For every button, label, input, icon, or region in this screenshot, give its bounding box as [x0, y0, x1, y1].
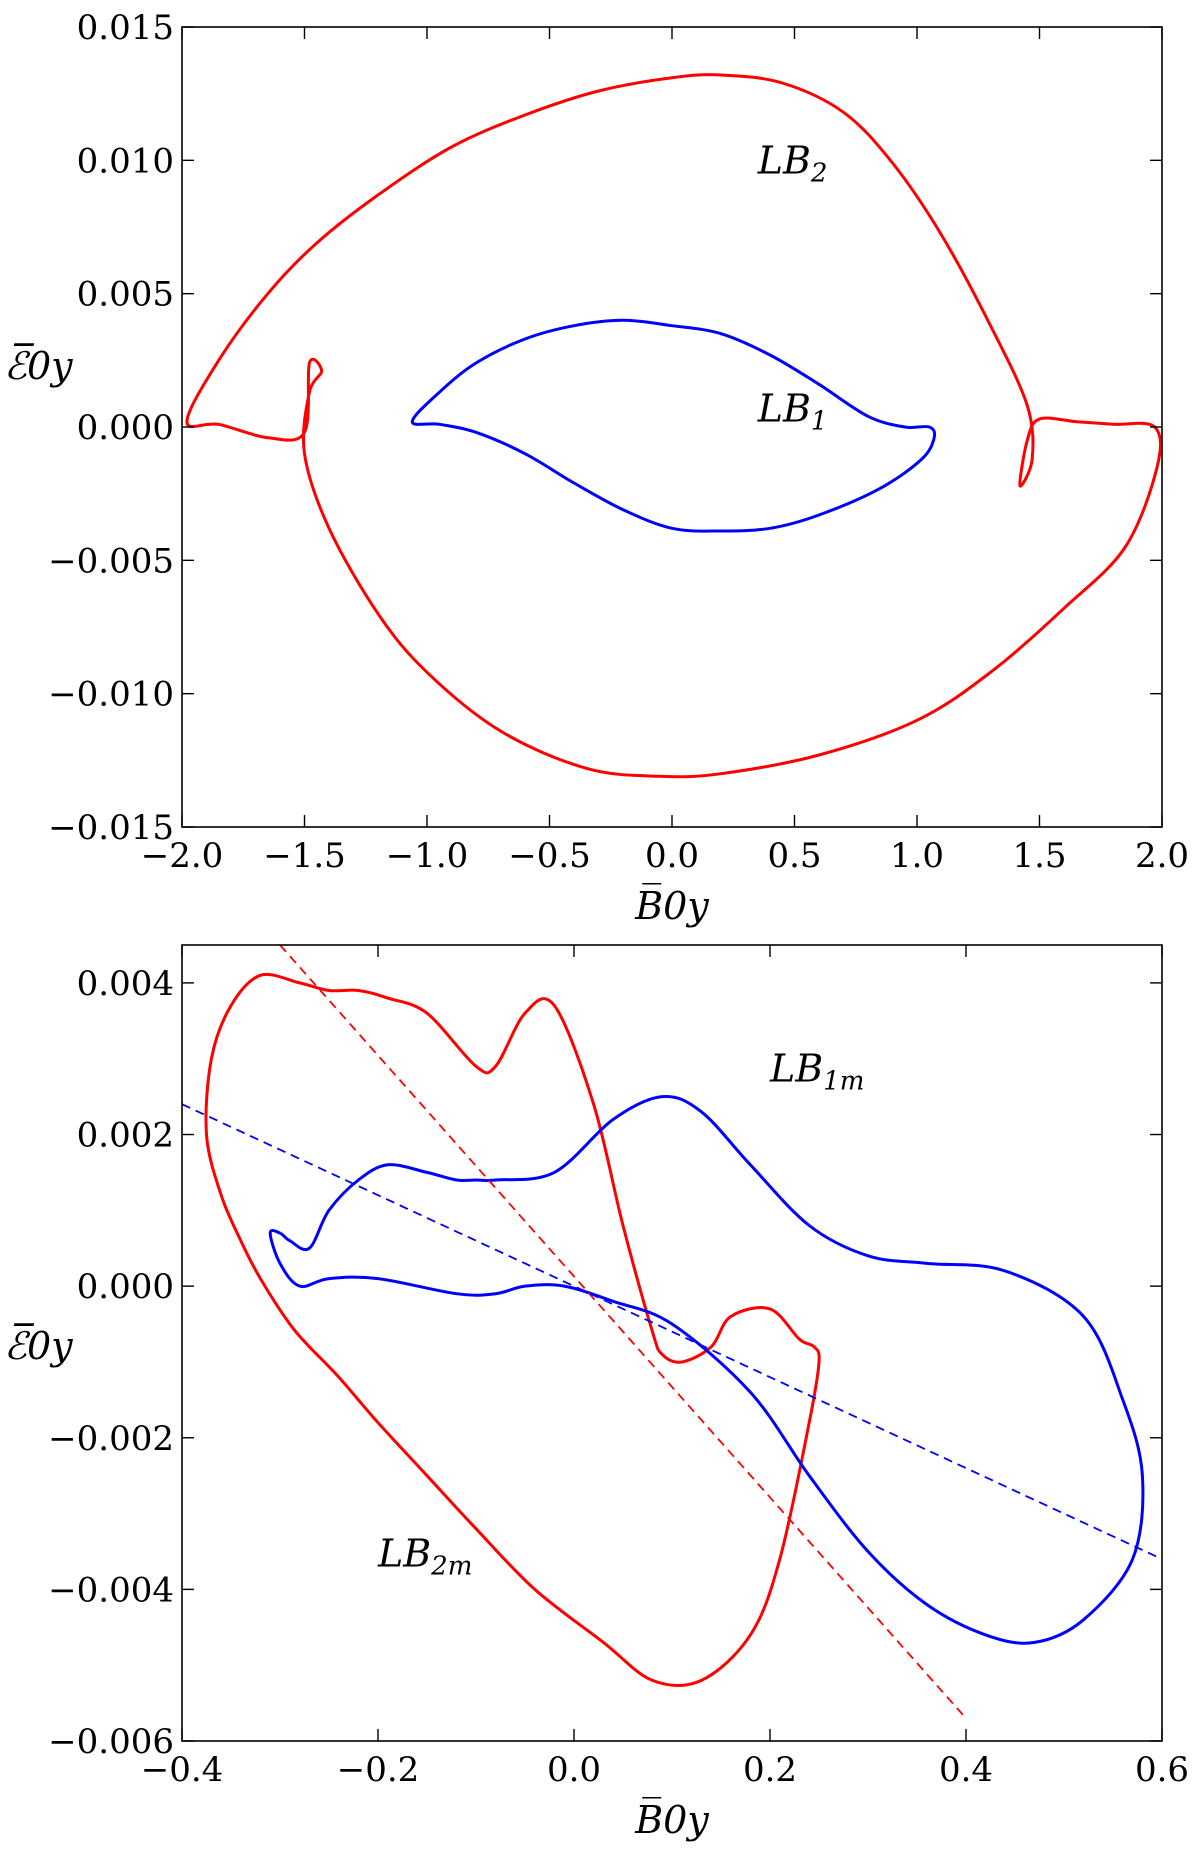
- x-tick-label: 0.4: [939, 1750, 993, 1790]
- top-x-axis-label: B̅0y: [634, 883, 709, 928]
- y-tick-label: −0.010: [48, 675, 174, 715]
- curve-annotation-lb2: LB2: [757, 139, 828, 189]
- x-tick-label: 0.6: [1135, 1750, 1189, 1790]
- y-tick-label: −0.002: [48, 1419, 174, 1459]
- top-plot-panel: −2.0 −1.5 −1.0 −0.5 0.0 0.5 1.0 1.5 2.0 0.015 0.01…: [4, 8, 1189, 928]
- bottom-plot-ticks: −0.4 −0.2 0.0 0.2 0.4 0.6 0.004 0.002 0.000 −0.00…: [48, 945, 1189, 1790]
- curve-red: [185, 73, 1162, 779]
- y-tick-label: −0.004: [48, 1570, 174, 1610]
- bottom-plot-frame: [181, 944, 1163, 1742]
- top-plot-curves: [185, 73, 1162, 779]
- x-tick-label: 1.5: [1012, 836, 1066, 876]
- y-tick-label: −0.015: [48, 808, 174, 848]
- bottom-x-axis-label: B̅0y: [634, 1797, 709, 1842]
- curve-annotation-lb1m: LB1m: [769, 1046, 864, 1096]
- y-tick-label: 0.005: [77, 275, 174, 315]
- y-tick-label: −0.006: [48, 1722, 174, 1762]
- y-tick-label: −0.005: [48, 541, 174, 581]
- top-plot-annotations: LB2 LB1: [757, 139, 828, 437]
- x-tick-label: 0.0: [645, 836, 699, 876]
- y-tick-label: 0.000: [77, 408, 174, 448]
- top-plot-frame: [181, 26, 1163, 828]
- dashed-line-red: [279, 945, 967, 1719]
- x-tick-label: 0.2: [743, 1750, 797, 1790]
- x-tick-label: 2.0: [1135, 836, 1189, 876]
- bottom-plot-panel: −0.4 −0.2 0.0 0.2 0.4 0.6 0.004 0.002 0.000 −0.00…: [4, 944, 1189, 1842]
- curve-red: [204, 972, 821, 1688]
- y-tick-label: 0.010: [77, 141, 174, 181]
- x-tick-label: −0.4: [141, 1750, 224, 1790]
- x-tick-label: −0.5: [508, 836, 591, 876]
- x-tick-label: 1.0: [890, 836, 944, 876]
- curve-blue: [268, 1094, 1145, 1645]
- top-y-axis-label: ℰ̅0y: [4, 343, 73, 388]
- x-tick-label: −0.2: [337, 1750, 420, 1790]
- x-tick-label: −1.0: [386, 836, 469, 876]
- y-tick-label: 0.002: [77, 1116, 174, 1156]
- curve-blue: [410, 318, 937, 533]
- bottom-y-axis-label: ℰ̅0y: [4, 1323, 73, 1368]
- curve-annotation-lb2m: LB2m: [377, 1532, 472, 1582]
- x-tick-label: −2.0: [141, 836, 224, 876]
- top-plot-ticks: −2.0 −1.5 −1.0 −0.5 0.0 0.5 1.0 1.5 2.0 0.015 0.01…: [48, 8, 1189, 876]
- x-tick-label: −1.5: [263, 836, 346, 876]
- x-tick-label: 0.0: [547, 1750, 601, 1790]
- dashed-line-blue: [182, 1103, 1162, 1560]
- y-tick-label: 0.015: [77, 8, 174, 48]
- x-tick-label: 0.5: [767, 836, 821, 876]
- bottom-plot-curves: [182, 945, 1162, 1719]
- curve-annotation-lb1: LB1: [757, 387, 828, 437]
- y-tick-label: 0.000: [77, 1267, 174, 1307]
- y-tick-label: 0.004: [77, 964, 174, 1004]
